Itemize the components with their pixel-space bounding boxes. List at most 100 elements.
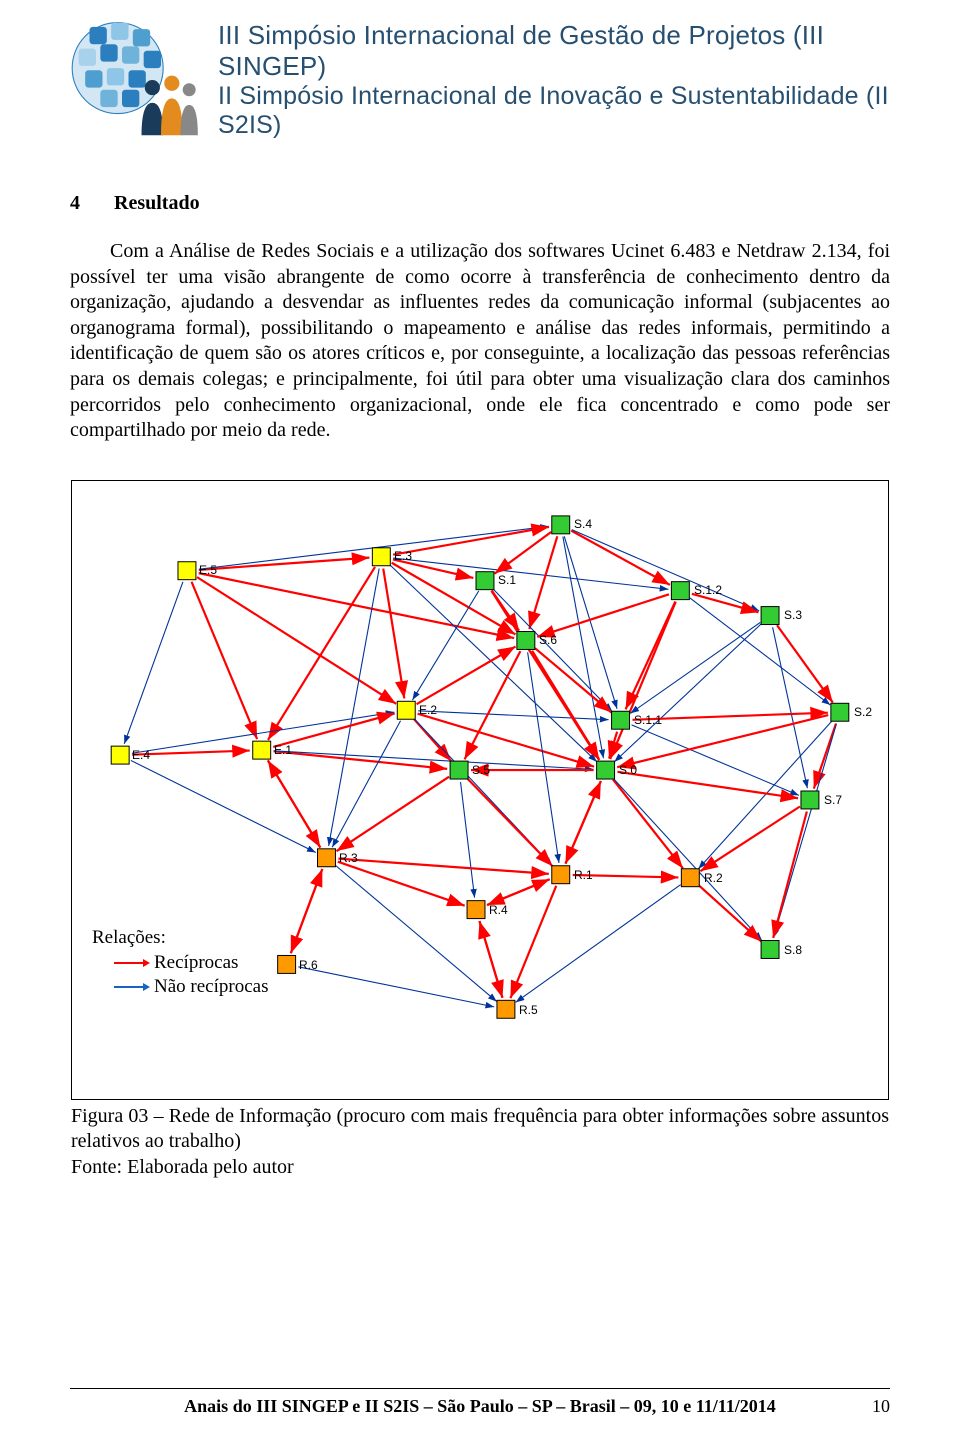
network-node-label: E.2 [419, 703, 437, 717]
network-node-label: S.3 [784, 608, 802, 622]
network-edge [461, 782, 475, 898]
network-edge [537, 594, 669, 636]
network-node-label: S.1.2 [694, 583, 722, 597]
section-title: Resultado [114, 192, 200, 215]
network-node [372, 548, 390, 566]
network-edge [564, 536, 617, 708]
network-edge [417, 646, 516, 704]
legend-row-reciprocal: Recíprocas [114, 951, 268, 975]
network-edge [124, 582, 183, 744]
network-edge [617, 772, 798, 798]
event-logo [70, 20, 200, 140]
body-paragraph-1: Com a Análise de Redes Sociais e a utili… [70, 239, 890, 444]
network-node [467, 900, 485, 918]
network-edge [274, 751, 448, 769]
network-node [831, 703, 849, 721]
network-node-label: R.3 [339, 851, 358, 865]
network-node [801, 791, 819, 809]
footer-rule [70, 1388, 890, 1389]
network-edge [565, 781, 600, 864]
network-node [552, 866, 570, 884]
network-edge [298, 967, 494, 1007]
network-edge [626, 601, 676, 709]
network-edge [412, 591, 478, 700]
network-node-label: S.0 [619, 763, 637, 777]
legend-label-nonreciprocal: Não recíprocas [154, 975, 268, 999]
network-node-label: S.8 [784, 943, 802, 957]
network-legend: Relações: Recíprocas Não recíprocas [92, 926, 268, 999]
network-edge [532, 650, 599, 759]
network-edge [273, 713, 394, 747]
legend-label-reciprocal: Recíprocas [154, 951, 238, 975]
network-edge [571, 530, 670, 584]
section-number: 4 [70, 192, 80, 215]
network-node [397, 701, 415, 719]
network-node-label: E.4 [132, 748, 150, 762]
network-edge [700, 806, 800, 871]
network-node-label: R.2 [704, 871, 723, 885]
network-node-label: S.7 [824, 793, 842, 807]
network-edge [773, 811, 807, 937]
network-node-label: S.1 [498, 573, 516, 587]
network-node-label: R.5 [519, 1003, 538, 1017]
network-edge [338, 858, 548, 873]
network-edge [487, 879, 550, 905]
network-node-label: R.4 [489, 903, 508, 917]
network-edge [773, 627, 808, 788]
network-node [476, 571, 494, 589]
network-node [450, 761, 468, 779]
network-node [253, 741, 271, 759]
network-node-label: S.4 [574, 517, 592, 531]
network-edge [690, 598, 830, 705]
network-node [178, 561, 196, 579]
network-edge [699, 885, 761, 941]
network-edge [563, 536, 604, 758]
figure-source: Fonte: Elaborada pelo autor [71, 1156, 294, 1178]
network-edge [465, 651, 521, 759]
network-edge [777, 625, 833, 702]
section-heading: 4 Resultado [70, 192, 890, 215]
network-edge [528, 652, 559, 863]
network-edge [535, 648, 611, 712]
network-node-label: S.1.1 [634, 713, 662, 727]
network-edge [192, 582, 258, 739]
network-svg [72, 481, 888, 1099]
network-edge [614, 624, 761, 762]
network-node-label: S.6 [539, 633, 557, 647]
network-node [278, 955, 296, 973]
network-edge [199, 557, 370, 569]
network-node [671, 581, 689, 599]
network-edge [510, 886, 556, 998]
network-edge [493, 589, 612, 711]
network-edge [131, 760, 316, 852]
network-node-label: S.2 [854, 705, 872, 719]
network-node-label: E.3 [394, 549, 412, 563]
network-edge [383, 568, 404, 698]
network-node [681, 868, 699, 886]
footer-text: Anais do III SINGEP e II S2IS – São Paul… [70, 1396, 890, 1417]
network-edge [336, 776, 449, 851]
network-edge [291, 869, 322, 953]
network-edge [479, 921, 502, 998]
network-edge [814, 723, 836, 788]
page-footer: Anais do III SINGEP e II S2IS – São Paul… [70, 1396, 890, 1417]
network-figure: E.5E.3E.4E.1E.2S.4S.1.2S.3S.6S.2S.1.1S.0… [71, 480, 889, 1100]
network-edge [268, 760, 320, 847]
network-node-label: E.5 [199, 563, 217, 577]
figure-caption-text: Figura 03 – Rede de Informação (procuro … [71, 1105, 889, 1153]
network-edge [529, 536, 557, 629]
network-edge [495, 532, 551, 574]
event-banner: III Simpósio Internacional de Gestão de … [70, 0, 890, 148]
network-node [111, 746, 129, 764]
network-edge [393, 558, 668, 589]
network-node [761, 606, 779, 624]
legend-row-nonreciprocal: Não recíprocas [114, 975, 268, 999]
network-node-label: R.6 [299, 958, 318, 972]
network-node [612, 711, 630, 729]
network-node [497, 1000, 515, 1018]
network-edge [414, 719, 451, 761]
network-node [761, 940, 779, 958]
event-title-line2: II Simpósio Internacional de Inovação e … [218, 82, 890, 140]
network-edge [268, 567, 375, 740]
legend-title: Relações: [92, 926, 268, 950]
